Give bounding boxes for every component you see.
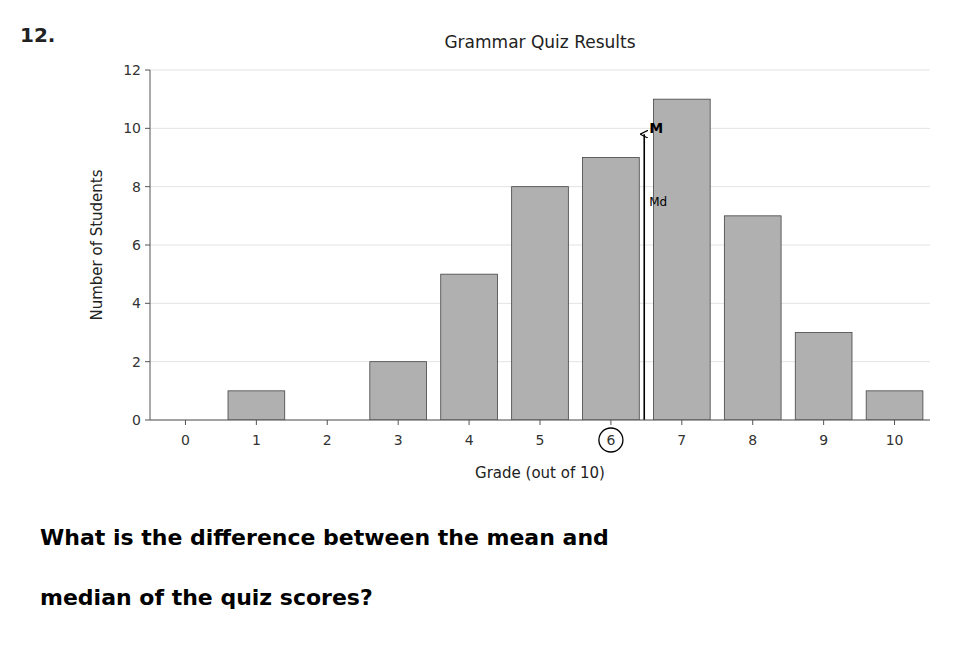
y-axis-line [150, 70, 151, 420]
bar [653, 99, 710, 420]
bar [866, 391, 923, 420]
x-tick [469, 420, 470, 425]
chart-container: 12.Grammar Quiz Results024681012MMd01234… [0, 0, 968, 660]
x-tick-label: 9 [819, 432, 828, 448]
x-tick [256, 420, 257, 425]
mean-line [643, 134, 645, 420]
x-tick-label: 1 [252, 432, 261, 448]
bar [512, 187, 569, 420]
bar [724, 216, 781, 420]
x-tick-label: 0 [181, 432, 190, 448]
x-tick [823, 420, 824, 425]
bar [583, 158, 640, 421]
x-tick [398, 420, 399, 425]
bar [441, 274, 498, 420]
x-tick-label: 2 [323, 432, 332, 448]
x-tick-label: 5 [536, 432, 545, 448]
plot-area [228, 99, 923, 420]
bar [370, 362, 427, 420]
y-tick [145, 128, 150, 129]
y-tick [145, 303, 150, 304]
y-tick [145, 361, 150, 362]
chart-svg: 12.Grammar Quiz Results024681012MMd01234… [0, 0, 968, 660]
bar [228, 391, 285, 420]
x-tick-label: 6 [606, 432, 615, 448]
y-axis-label: Number of Students [88, 169, 106, 320]
x-tick [610, 420, 611, 425]
x-tick [185, 420, 186, 425]
x-tick [752, 420, 753, 425]
y-tick [145, 245, 150, 246]
y-tick [145, 420, 150, 421]
y-tick [145, 70, 150, 71]
x-tick-label: 8 [748, 432, 757, 448]
x-tick-label: 7 [677, 432, 686, 448]
y-tick-label: 6 [132, 237, 141, 253]
x-tick-label: 4 [465, 432, 474, 448]
chart-title: Grammar Quiz Results [444, 32, 635, 52]
annotation: Md [649, 195, 667, 209]
x-tick [540, 420, 541, 425]
question-text: median of the quiz scores? [40, 585, 373, 610]
y-tick-label: 8 [132, 179, 141, 195]
y-tick-label: 0 [132, 412, 141, 428]
question-number: 12. [20, 23, 55, 47]
x-tick [327, 420, 328, 425]
tick-circle [599, 428, 623, 452]
x-tick-label: 3 [394, 432, 403, 448]
x-tick [681, 420, 682, 425]
x-axis-label: Grade (out of 10) [475, 464, 605, 482]
annotation: M [649, 120, 663, 136]
y-tick-label: 10 [123, 120, 141, 136]
y-tick-label: 2 [132, 354, 141, 370]
grid-line [150, 128, 930, 129]
bar [795, 333, 852, 421]
y-tick-label: 12 [123, 62, 141, 78]
y-tick-label: 4 [132, 295, 141, 311]
grid-line [150, 70, 930, 71]
x-tick [894, 420, 895, 425]
question-text: What is the difference between the mean … [40, 525, 609, 550]
y-tick [145, 186, 150, 187]
grid [150, 70, 930, 420]
x-tick-label: 10 [886, 432, 904, 448]
